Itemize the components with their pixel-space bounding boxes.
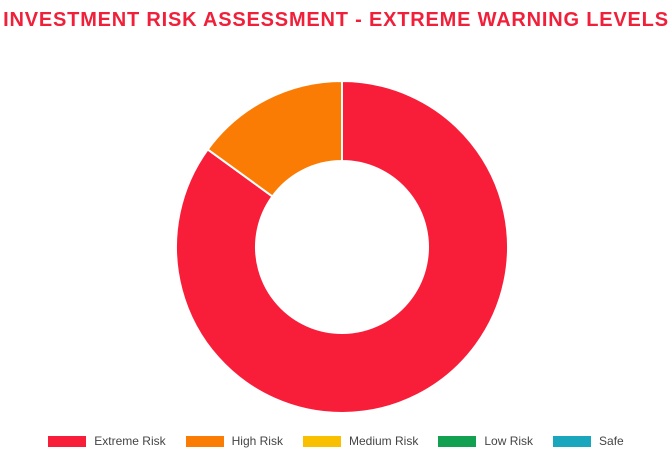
- legend-item-high-risk[interactable]: High Risk: [185, 434, 283, 448]
- legend-swatch: [302, 435, 341, 447]
- legend-item-extreme-risk[interactable]: Extreme Risk: [48, 434, 166, 448]
- slice-extreme-risk[interactable]: [175, 79, 509, 414]
- legend-item-low-risk[interactable]: Low Risk: [438, 434, 533, 448]
- slice-high-risk[interactable]: [206, 79, 343, 198]
- legend-swatch: [438, 435, 477, 447]
- legend-label: Safe: [599, 434, 624, 448]
- chart-legend: Extreme Risk High Risk Medium Risk Low Risk…: [0, 431, 672, 451]
- legend-item-medium-risk[interactable]: Medium Risk: [302, 434, 419, 448]
- legend-label: Low Risk: [484, 434, 534, 448]
- legend-swatch: [185, 435, 224, 447]
- chart-title: INVESTMENT RISK ASSESSMENT - EXTREME WAR…: [3, 9, 669, 31]
- legend-label: High Risk: [231, 434, 283, 448]
- legend-label: Extreme Risk: [94, 434, 166, 448]
- legend-item-safe[interactable]: Safe: [553, 434, 624, 448]
- legend-label: Medium Risk: [348, 434, 419, 448]
- legend-swatch: [48, 435, 87, 447]
- legend-swatch: [553, 435, 592, 447]
